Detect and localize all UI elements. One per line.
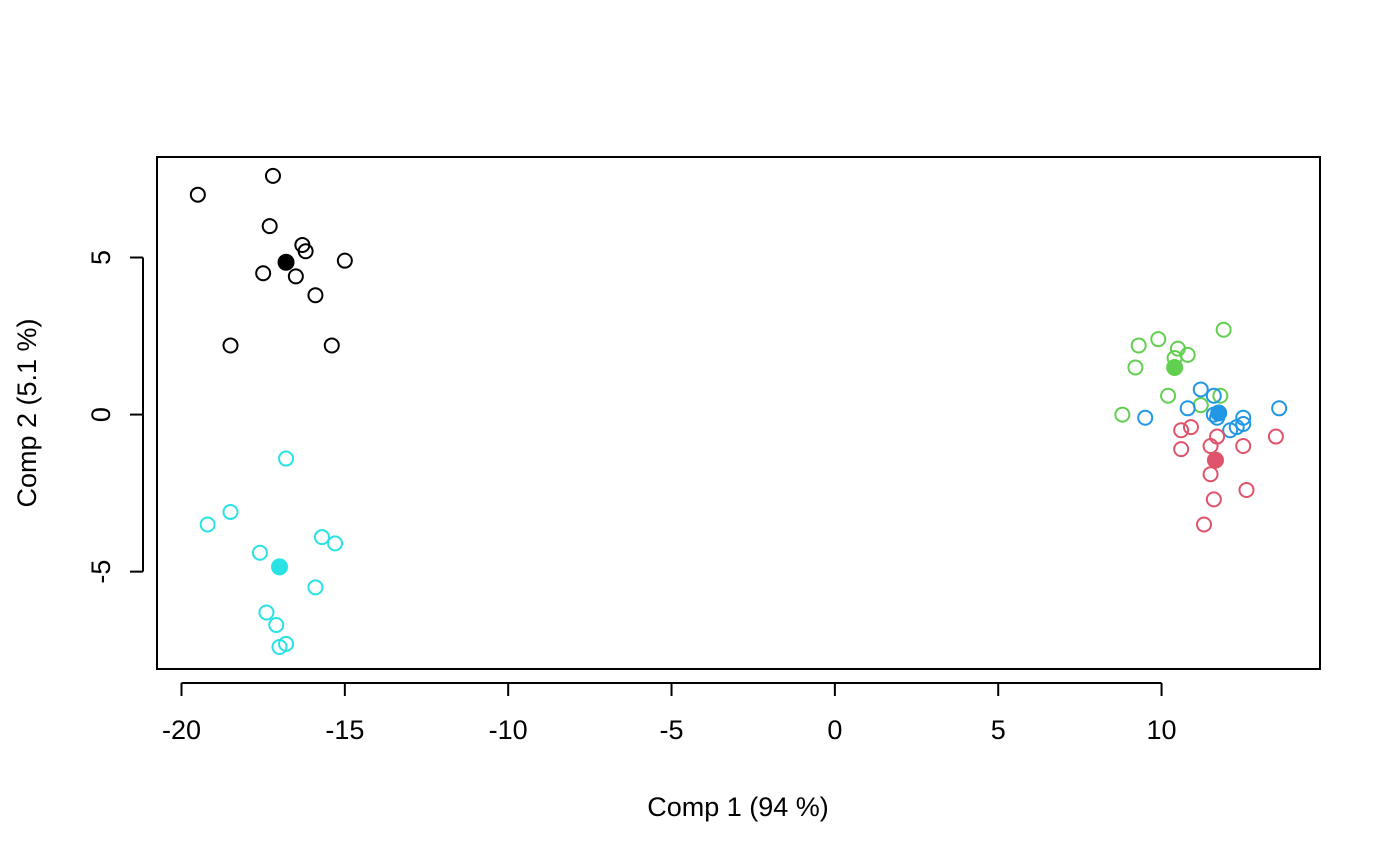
y-axis: -5 0 5 — [86, 250, 144, 584]
data-point — [323, 337, 340, 354]
centroid-point — [1166, 358, 1184, 376]
data-point — [307, 579, 324, 596]
data-point — [1222, 422, 1239, 439]
centroid-point — [271, 558, 289, 576]
data-point — [1173, 441, 1190, 458]
data-point — [1130, 337, 1147, 354]
data-point — [1215, 321, 1232, 338]
data-point — [199, 516, 216, 533]
centroid-point — [1206, 451, 1224, 469]
data-point — [307, 287, 324, 304]
plot-frame — [156, 156, 1321, 670]
y-tick-label: 0 — [86, 407, 116, 422]
x-tick-label: 5 — [991, 715, 1006, 745]
x-tick-label: 10 — [1147, 715, 1177, 745]
data-point — [313, 529, 330, 546]
data-point — [1235, 437, 1252, 454]
data-point — [1271, 400, 1288, 417]
y-tick-label: 5 — [86, 250, 116, 265]
x-tick-label: -20 — [162, 715, 201, 745]
data-point — [1137, 409, 1154, 426]
y-axis-label: Comp 2 (5.1 %) — [12, 318, 42, 507]
series-4 — [1173, 419, 1284, 533]
data-point — [251, 544, 268, 561]
data-points — [189, 167, 1288, 656]
data-point — [1205, 387, 1222, 404]
series-1 — [199, 450, 344, 656]
centroid-point — [1210, 404, 1228, 422]
data-point — [268, 617, 285, 634]
data-point — [222, 503, 239, 520]
x-tick-label: 0 — [827, 715, 842, 745]
data-point — [189, 186, 206, 203]
x-tick-label: -15 — [325, 715, 364, 745]
data-point — [1114, 406, 1131, 423]
data-point — [222, 337, 239, 354]
data-point — [261, 218, 278, 235]
series-0 — [189, 167, 353, 354]
data-point — [1212, 387, 1229, 404]
data-point — [1205, 491, 1222, 508]
data-point — [1196, 516, 1213, 533]
data-point — [258, 604, 275, 621]
y-tick-label: -5 — [86, 560, 116, 584]
data-point — [278, 450, 295, 467]
data-point — [1202, 466, 1219, 483]
data-point — [1192, 397, 1209, 414]
x-axis: -20 -15 -10 -5 0 5 10 — [162, 682, 1177, 745]
data-point — [297, 243, 314, 260]
centroid-point — [277, 253, 295, 271]
data-point — [287, 268, 304, 285]
data-point — [336, 252, 353, 269]
data-point — [1238, 481, 1255, 498]
series-2 — [1114, 321, 1232, 423]
x-axis-label: Comp 1 (94 %) — [647, 792, 829, 822]
data-point — [1179, 400, 1196, 417]
data-point — [1127, 359, 1144, 376]
x-tick-label: -10 — [489, 715, 528, 745]
data-point — [1150, 331, 1167, 348]
x-tick-label: -5 — [660, 715, 684, 745]
data-point — [255, 265, 272, 282]
data-point — [264, 167, 281, 184]
data-point — [1202, 437, 1219, 454]
data-point — [271, 639, 288, 656]
data-point — [327, 535, 344, 552]
data-point — [1160, 387, 1177, 404]
data-point — [1267, 428, 1284, 445]
data-point — [1173, 422, 1190, 439]
data-point — [1182, 419, 1199, 436]
data-point — [1192, 381, 1209, 398]
series-3 — [1137, 381, 1288, 439]
